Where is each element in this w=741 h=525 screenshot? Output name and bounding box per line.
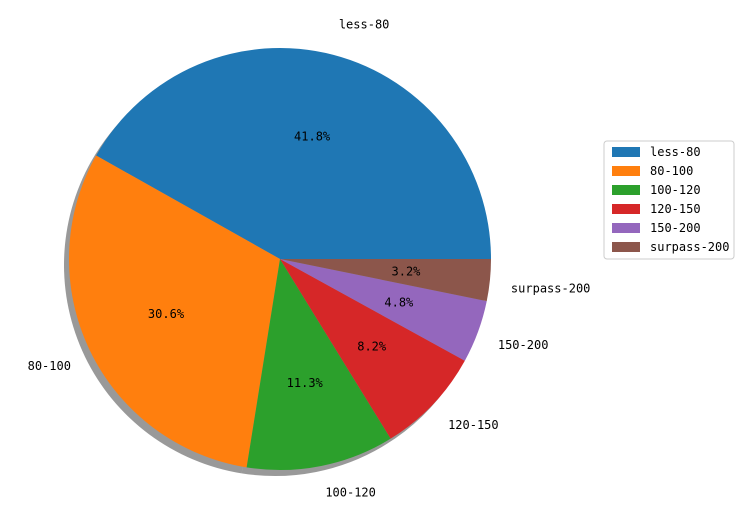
slice-label: 80-100 [28, 359, 71, 373]
legend-label: less-80 [650, 145, 701, 159]
legend: less-80 80-100 100-120 120-150 150-200 surpas… [603, 140, 735, 260]
legend-label: 150-200 [650, 221, 701, 235]
legend-label: 120-150 [650, 202, 701, 216]
legend-swatch [612, 223, 640, 233]
slice-label: 120-150 [448, 418, 499, 432]
slice-label: 150-200 [498, 338, 549, 352]
slice [69, 155, 280, 468]
legend-swatch [612, 147, 640, 157]
slice-label: surpass-200 [511, 281, 590, 295]
slice-label: 100-120 [325, 486, 376, 500]
legend-swatch [612, 166, 640, 176]
percent-label: 8.2% [357, 339, 387, 353]
labels: less-80 41.8% 80-100 30.6% 100-120 11.3% 120-1… [28, 17, 591, 499]
legend-swatch [612, 242, 640, 252]
legend-swatch [612, 204, 640, 214]
legend-label: surpass-200 [650, 240, 729, 254]
percent-label: 41.8% [294, 130, 331, 144]
percent-label: 30.6% [148, 307, 185, 321]
percent-label: 3.2% [392, 265, 422, 279]
slice [280, 259, 465, 439]
legend-label: 80-100 [650, 164, 693, 178]
slices [69, 48, 492, 470]
slice [246, 259, 391, 470]
slice-label: less-80 [339, 17, 390, 31]
legend-label: 100-120 [650, 183, 701, 197]
percent-label: 11.3% [287, 376, 324, 390]
percent-label: 4.8% [384, 296, 414, 310]
slice [280, 259, 491, 302]
slice [280, 259, 487, 361]
slice [96, 48, 492, 259]
legend-swatch [612, 185, 640, 195]
